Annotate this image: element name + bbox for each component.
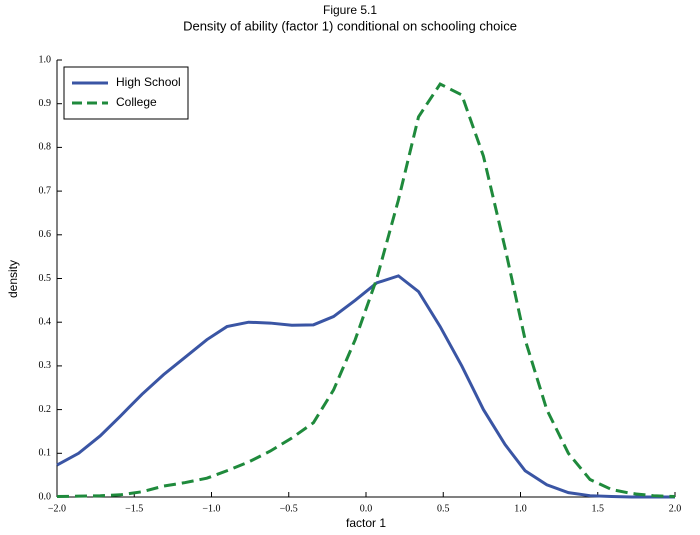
chart-subtitle: Density of ability (factor 1) conditiona…: [183, 18, 517, 33]
x-tick-label: 0.5: [437, 503, 450, 514]
y-tick-label: 1.0: [39, 54, 52, 65]
series-line: [56, 82, 676, 499]
series-line: [56, 274, 675, 499]
y-tick-label: 0.2: [39, 404, 52, 415]
y-tick-label: 0.9: [39, 98, 52, 109]
legend-label: High School: [116, 75, 181, 89]
x-axis-label: factor 1: [346, 516, 386, 530]
y-tick-label: 0.5: [39, 273, 52, 284]
x-tick-label: −1.5: [125, 503, 143, 514]
y-tick-label: 0.3: [39, 360, 52, 371]
x-tick-label: 1.0: [514, 503, 527, 514]
y-tick-label: 0.8: [39, 142, 52, 153]
x-tick-label: −0.5: [280, 503, 298, 514]
x-tick-label: −2.0: [48, 503, 66, 514]
x-tick-label: 2.0: [669, 503, 682, 514]
y-tick-label: 0.0: [39, 491, 52, 502]
x-tick-label: 1.5: [592, 503, 605, 514]
y-tick-label: 0.7: [39, 185, 52, 196]
y-tick-label: 0.6: [39, 229, 52, 240]
y-tick-label: 0.1: [39, 448, 52, 459]
x-tick-label: −1.0: [202, 503, 220, 514]
x-tick-label: 0.0: [360, 503, 373, 514]
y-axis-label: density: [6, 260, 20, 298]
y-tick-label: 0.4: [39, 316, 52, 327]
legend-box: [63, 66, 189, 120]
legend-label: College: [116, 95, 157, 109]
chart-title: Figure 5.1: [323, 3, 377, 17]
